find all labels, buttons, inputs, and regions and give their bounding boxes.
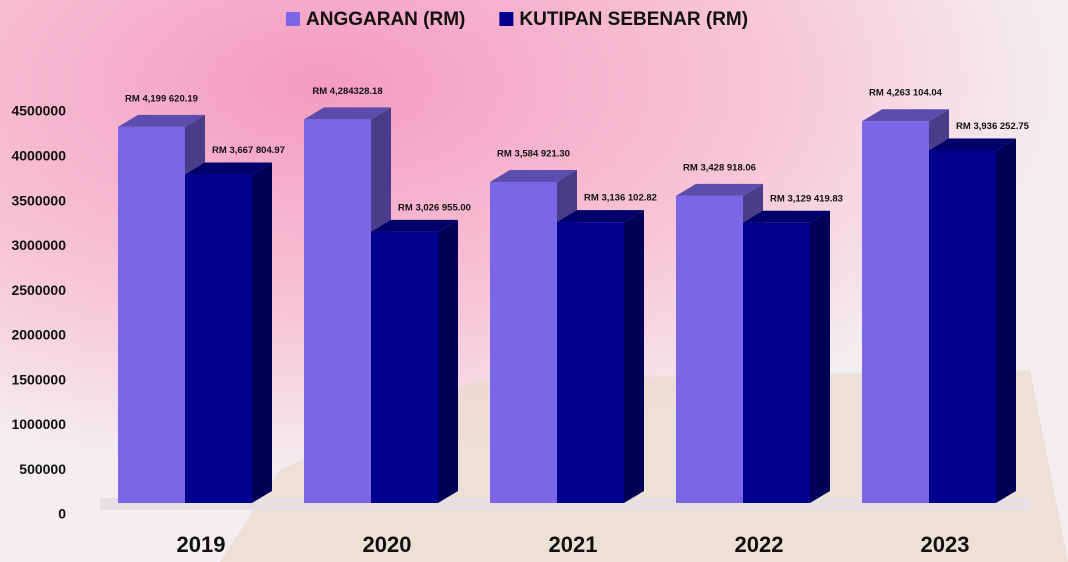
value-label: RM 3,428 918.06	[683, 162, 756, 173]
y-tick-label: 4000000	[11, 147, 66, 163]
bar-front	[929, 150, 996, 503]
x-tick-label: 2020	[363, 532, 412, 557]
bar	[929, 138, 1016, 503]
bar-side	[624, 210, 644, 503]
bar-side	[810, 211, 830, 503]
legend-swatch	[286, 12, 300, 26]
chart: 0 500000 1000000 1500000 2000000 2500000 30000…	[0, 0, 1068, 562]
bar-front	[862, 121, 929, 503]
value-label: RM 4,199 620.19	[125, 93, 198, 104]
x-tick-label: 2023	[921, 532, 970, 557]
bar-front	[676, 196, 743, 503]
bar-front	[185, 175, 252, 503]
value-label: RM 3,129 419.83	[770, 193, 843, 204]
bar-front	[490, 182, 557, 503]
bar	[557, 210, 644, 503]
y-tick-label: 500000	[19, 461, 66, 477]
y-tick-label: 2000000	[11, 327, 66, 343]
y-tick-label: 1500000	[11, 371, 66, 387]
y-tick-label: 2500000	[11, 282, 66, 298]
bar	[185, 163, 272, 503]
y-tick-label: 1000000	[11, 416, 66, 432]
legend-label: KUTIPAN SEBENAR (RM)	[519, 9, 748, 30]
bar-front	[371, 232, 438, 503]
bar-side	[996, 138, 1016, 503]
bar	[371, 220, 458, 503]
bar-side	[252, 163, 272, 503]
x-tick-label: 2019	[177, 532, 226, 557]
legend-swatch	[499, 12, 513, 26]
value-label: RM 3,136 102.82	[584, 193, 657, 204]
bar	[743, 211, 830, 503]
bar-front	[118, 127, 185, 503]
value-label: RM 3,667 804.97	[212, 145, 285, 156]
bar-front	[557, 222, 624, 503]
x-tick-label: 2021	[549, 532, 598, 557]
y-tick-label: 4500000	[11, 103, 66, 119]
value-label: RM 4,284328.18	[312, 86, 382, 97]
value-label: RM 3,584 921.30	[497, 148, 570, 159]
bar-side	[438, 220, 458, 503]
value-label: RM 3,936 252.75	[956, 121, 1030, 132]
bar-front	[304, 119, 371, 503]
x-tick-label: 2022	[735, 532, 784, 557]
bar-front	[743, 223, 810, 503]
y-tick-label: 3000000	[11, 237, 66, 253]
y-tick-label: 3500000	[11, 192, 66, 208]
value-label: RM 4,263 104.04	[869, 88, 943, 99]
y-tick-label: 0	[58, 506, 66, 522]
legend-label: ANGGARAN (RM)	[306, 9, 465, 30]
value-label: RM 3,026 955.00	[398, 202, 471, 213]
